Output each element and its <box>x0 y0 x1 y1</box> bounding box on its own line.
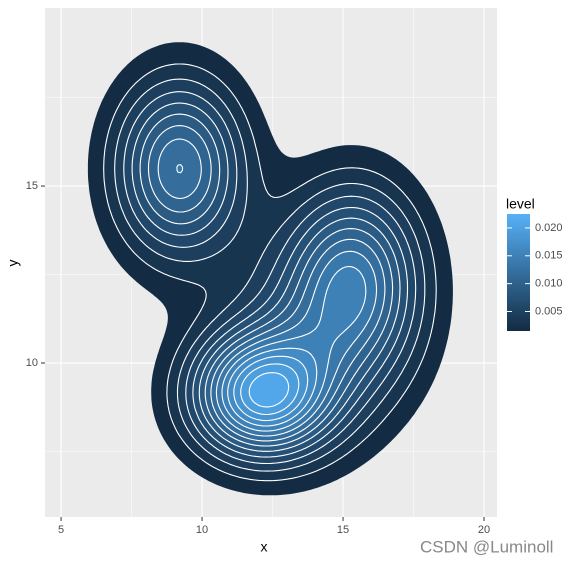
legend-tick-label: 0.015 <box>535 250 563 262</box>
colorbar <box>507 214 530 331</box>
legend-tick-label: 0.020 <box>535 222 563 234</box>
x-axis-label: x <box>261 539 268 555</box>
y-tick-label: 10 <box>26 357 38 369</box>
x-tick-label: 20 <box>478 524 490 536</box>
x-tick-label: 10 <box>196 524 208 536</box>
x-tick-label: 15 <box>337 524 349 536</box>
watermark: CSDN @Luminoll <box>420 537 553 556</box>
density-contour <box>248 372 290 408</box>
x-tick-label: 5 <box>58 524 64 536</box>
legend-title: level <box>506 196 535 212</box>
y-tick-label: 15 <box>26 180 38 192</box>
legend-tick-label: 0.005 <box>535 305 563 317</box>
y-axis-label: y <box>5 260 21 267</box>
legend-tick-label: 0.010 <box>535 278 563 290</box>
